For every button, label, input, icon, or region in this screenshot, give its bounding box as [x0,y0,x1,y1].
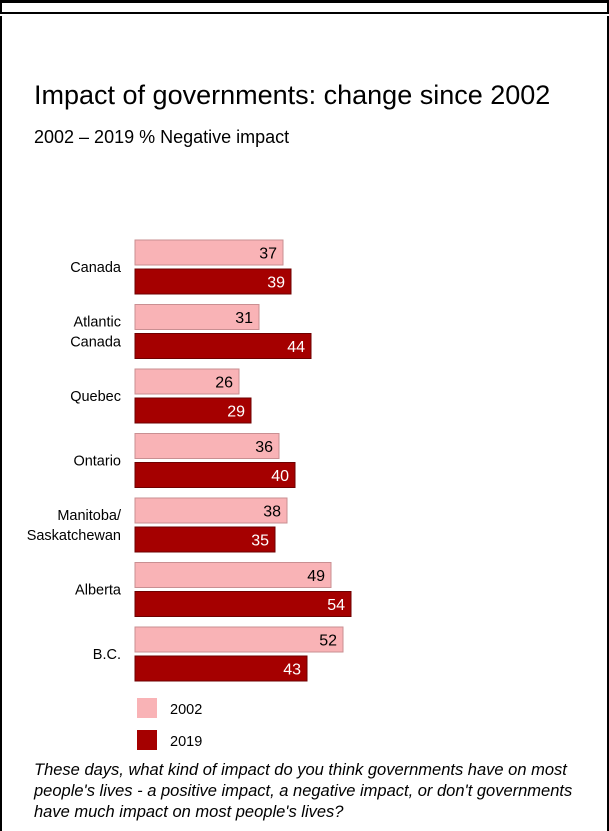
category-label: Quebec [70,389,121,405]
bar-2002-atlantic-canada [134,304,260,330]
category-label: Atlantic [73,315,121,331]
data-label-2019-atlantic-canada: 44 [287,339,305,356]
chart-subtitle: 2002 – 2019 % Negative impact [34,127,290,147]
chart-title: Impact of governments: change since 2002 [34,80,551,110]
category-label: Canada [70,260,122,276]
bar-group-atlantic-canada: Atlantic Canada 31 44 [70,304,312,359]
category-label: Manitoba/ [57,508,122,524]
bar-2019-canada [134,268,292,295]
bar-group-b-c: B.C. 52 43 [93,626,344,682]
data-label-2002-manitoba-saskatchewan: 38 [263,504,281,521]
legend: 2002 2019 [137,698,202,750]
data-label-2002-ontario: 36 [255,439,273,456]
data-label-2019-ontario: 40 [271,468,289,485]
slide-frame [0,16,609,831]
data-label-2002-atlantic-canada: 31 [235,310,253,327]
category-label: B.C. [93,647,121,663]
legend-label: 2002 [170,702,202,718]
data-label-2019-alberta: 54 [327,597,345,614]
category-label: Canada [70,335,122,351]
data-label-2002-alberta: 49 [307,568,325,585]
bar-2002-canada [134,239,284,266]
data-label-2002-canada: 37 [259,246,277,263]
bar-2002-manitoba-saskatchewan [134,497,288,524]
bar-2019-b-c [134,655,308,682]
bar-2002-quebec [134,368,240,395]
legend-item-2002: 2002 [137,698,202,718]
data-label-2019-b-c: 43 [283,662,301,679]
bar-group-ontario: Ontario 36 40 [73,433,296,488]
category-label: Alberta [75,583,122,599]
data-label-2002-b-c: 52 [319,633,337,650]
bars-group: Canada 37 39 Atlantic Canada 31 44 Quebec 26 29 On… [27,239,352,682]
data-label-2002-quebec: 26 [215,375,233,392]
bar-2019-quebec [134,397,252,424]
bar-group-quebec: Quebec 26 29 [70,368,252,424]
data-label-2019-canada: 39 [267,275,285,292]
bar-2002-b-c [134,626,344,653]
survey-question: These days, what kind of impact do you t… [34,761,573,821]
bar-group-canada: Canada 37 39 [70,239,292,295]
bar-2019-ontario [134,462,296,488]
bar-2019-alberta [134,591,352,617]
bar-2002-alberta [134,562,332,588]
legend-swatch [137,698,157,718]
data-label-2019-manitoba-saskatchewan: 35 [251,533,269,550]
bar-2019-manitoba-saskatchewan [134,526,276,553]
bar-2019-atlantic-canada [134,333,312,359]
data-label-2019-quebec: 29 [227,404,245,421]
legend-swatch [137,730,157,750]
legend-label: 2019 [170,734,202,750]
bar-group-manitoba-saskatchewan: Manitoba/Saskatchewan 38 35 [27,497,288,553]
top-border [0,0,609,14]
category-label: Saskatchewan [27,528,121,544]
bar-chart: Canada 37 39 Atlantic Canada 31 44 Quebec 26 29 On… [27,239,352,750]
category-label: Ontario [73,454,121,470]
legend-item-2019: 2019 [137,730,202,750]
bar-2002-ontario [134,433,280,459]
